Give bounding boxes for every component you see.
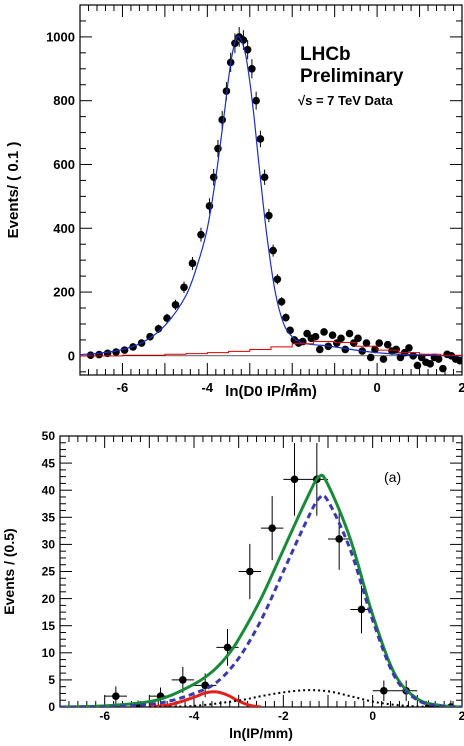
data-point (413, 361, 422, 370)
data-point (180, 283, 188, 292)
total-fit-curve (60, 473, 462, 707)
y-tick-label: 45 (42, 456, 56, 470)
data-point (375, 339, 384, 347)
data-point (282, 313, 290, 322)
data-point (112, 692, 120, 700)
data-point (252, 96, 260, 105)
data-point (223, 643, 232, 652)
y-tick-label: 400 (53, 221, 75, 236)
y-tick-label: 600 (53, 157, 75, 172)
y-tick-label: 15 (42, 619, 56, 633)
data-point (246, 567, 254, 576)
y-axis-title: Events / (0.5) (1, 528, 17, 614)
data-point (362, 339, 371, 347)
x-tick-label: -6 (99, 709, 110, 723)
secondary-component-curve (149, 690, 262, 707)
data-point (171, 301, 180, 309)
annotation-lhcb: LHCb (300, 44, 351, 65)
x-tick-label: -4 (189, 709, 200, 723)
x-axis-title: ln(D0 IP/mm) (225, 383, 317, 400)
y-tick-label: 200 (53, 285, 75, 300)
data-point (316, 345, 324, 354)
annotation-preliminary: Preliminary (300, 66, 404, 87)
data-point (320, 328, 328, 336)
plot-area (80, 27, 462, 373)
data-point (260, 173, 269, 182)
x-tick-label: -2 (286, 380, 298, 395)
data-point (341, 345, 350, 354)
data-point (273, 275, 282, 284)
background-component-curve (149, 689, 440, 707)
y-tick-label: 5 (48, 673, 55, 687)
data-point (439, 364, 447, 373)
background-histogram (80, 341, 462, 357)
y-tick-label: 1000 (46, 29, 75, 44)
data-point (256, 135, 265, 143)
data-point (197, 230, 205, 239)
x-tick-label: 0 (369, 709, 376, 723)
y-tick-label: 50 (42, 429, 56, 443)
x-axis-title: ln(IP/mm) (229, 725, 293, 741)
y-tick-label: 35 (42, 511, 56, 525)
plot-area (60, 443, 462, 707)
data-point (383, 340, 392, 349)
annotation-energy: √s = 7 TeV Data (298, 93, 393, 108)
y-tick-label: 0 (68, 348, 75, 363)
data-point (354, 334, 362, 343)
annotation-panel-label: (a) (384, 469, 401, 485)
data-point (345, 329, 354, 338)
fit-curve (80, 35, 462, 357)
data-point (290, 475, 299, 484)
plot-frame (79, 4, 463, 376)
data-point (380, 686, 388, 695)
x-tick-label: -6 (117, 380, 129, 395)
y-axis-title: Events/ ( 0.1 ) (5, 142, 22, 239)
top-panel: -6 -4 -2 0 2 0 200 400 600 800 1000 ln(D0 IP/mm) Eve… (5, 4, 464, 400)
y-tick-label: 800 (53, 93, 75, 108)
x-tick-label: 2 (459, 709, 464, 723)
data-point (392, 345, 401, 354)
x-tick-label: -4 (202, 380, 214, 395)
data-point (243, 45, 252, 54)
bottom-panel: -6 -4 -2 0 205101520253035404550ln(IP/mm)Eve… (1, 429, 464, 741)
data-point (112, 348, 120, 356)
data-point (188, 259, 197, 268)
data-point (379, 355, 388, 363)
x-tick-label: 2 (458, 380, 464, 395)
y-tick-label: 30 (42, 538, 56, 552)
data-point (218, 116, 226, 124)
y-tick-label: 25 (42, 565, 56, 579)
y-tick-label: 20 (42, 592, 56, 606)
data-point (366, 353, 375, 362)
data-point (434, 355, 443, 363)
data-point (265, 211, 273, 220)
y-tick-label: 10 (42, 646, 56, 660)
data-point (409, 352, 417, 360)
data-point (95, 350, 103, 359)
y-tick-label: 0 (48, 700, 55, 714)
data-point (328, 331, 337, 339)
data-point (335, 535, 343, 543)
data-point (426, 360, 434, 368)
data-point (179, 676, 187, 684)
data-point (268, 524, 276, 532)
data-point (311, 332, 320, 341)
data-point (248, 64, 256, 73)
data-point (86, 351, 95, 360)
signal-component-curve (60, 493, 462, 707)
data-point (337, 334, 345, 343)
data-point (277, 297, 286, 306)
data-point (357, 605, 366, 614)
x-tick-label: -2 (278, 709, 289, 723)
data-point (405, 344, 413, 352)
data-point (269, 246, 277, 255)
x-tick-label: 0 (373, 380, 380, 395)
y-tick-label: 40 (42, 483, 56, 497)
data-point (456, 356, 462, 365)
